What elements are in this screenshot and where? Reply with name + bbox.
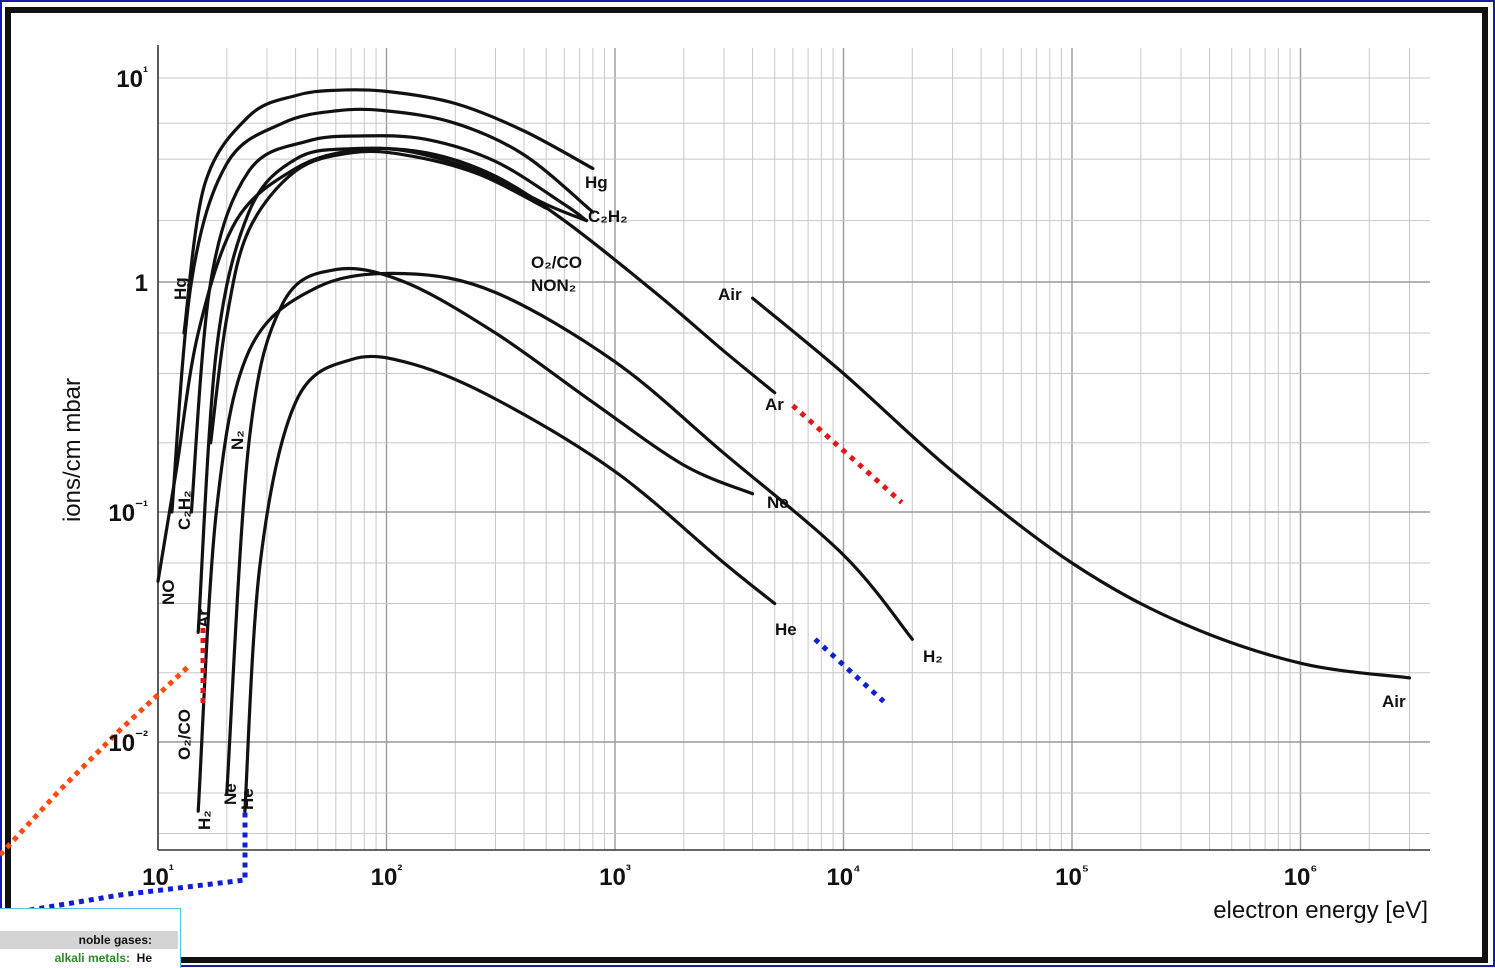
- curve-label-left-O2CO: O₂/CO: [175, 709, 194, 760]
- connector-blue: [0, 812, 248, 918]
- series-line: [243, 354, 777, 813]
- curve-label-r-Air-end: Air: [1382, 692, 1406, 711]
- tick-label: 10⁴: [826, 862, 860, 891]
- extrapolations: [791, 403, 904, 704]
- extrapolation-line: [791, 403, 904, 505]
- curve-label-r-Hg: Hg: [585, 173, 608, 192]
- curve-label-left-He: He: [238, 788, 257, 810]
- legend-box: noble gases: alkali metals: He: [0, 908, 181, 968]
- grid: [157, 45, 1430, 851]
- series-line: [196, 271, 914, 813]
- series-line: [182, 88, 595, 335]
- curve-label-left-H2: H₂: [195, 810, 214, 830]
- curve-label-r-NON2: NON₂: [531, 276, 576, 295]
- series-line: [170, 107, 595, 514]
- tick-label: 10⁻²: [108, 728, 148, 757]
- legend-noble-gases: noble gases:: [0, 931, 178, 949]
- tick-label: 10³: [599, 862, 631, 891]
- connector-orange: [0, 663, 192, 857]
- y-axis-label: ions/cm mbar: [59, 378, 86, 522]
- curve-label-r-Ne: Ne: [767, 493, 789, 512]
- curve-label-left-Ar: Ar: [194, 609, 213, 628]
- curve-label-r-Air-top: Air: [718, 285, 742, 304]
- curve-label-left-NO: NO: [159, 580, 178, 606]
- tick-label: 10¹: [116, 64, 148, 93]
- tick-label: 1: [135, 270, 148, 297]
- tick-label: 10⁵: [1055, 862, 1089, 891]
- curve-label-left-C2H2: C₂H₂: [175, 490, 194, 530]
- series-line: [189, 134, 589, 514]
- extrapolation-line: [813, 637, 886, 704]
- legend-alkali-label: alkali metals:: [54, 951, 130, 965]
- tick-label: 10¹: [142, 862, 174, 891]
- curve-label-r-Ar: Ar: [765, 395, 784, 414]
- x-axis-label: electron energy [eV]: [1213, 897, 1428, 924]
- curve-label-r-O2CO: O₂/CO: [531, 253, 582, 272]
- ticks: 10¹ 10² 10³ 10⁴ 10⁵ 10⁶ 10¹ 1 10⁻¹ 10⁻²: [108, 64, 1317, 891]
- legend-alkali-row: alkali metals: He: [0, 949, 178, 967]
- tick-label: 10²: [371, 862, 403, 891]
- curve-label-left-N2: N₂: [228, 430, 247, 450]
- tick-label: 10⁻¹: [108, 498, 148, 527]
- curve-label-left-Hg: Hg: [171, 277, 190, 300]
- curve-label-r-He: He: [775, 620, 797, 639]
- series-line: [225, 266, 755, 795]
- curve-label-left-Ne: Ne: [221, 783, 240, 805]
- curve-label-r-C2H2: C₂H₂: [588, 207, 628, 226]
- series-line: [156, 146, 589, 583]
- chart-border: [5, 7, 1488, 963]
- series-line: [751, 296, 1412, 680]
- curves: [156, 88, 1412, 813]
- connectors: [0, 628, 248, 918]
- curve-label-r-H2: H₂: [923, 647, 943, 666]
- legend-alkali-value: He: [136, 951, 152, 965]
- tick-label: 10⁶: [1284, 862, 1318, 891]
